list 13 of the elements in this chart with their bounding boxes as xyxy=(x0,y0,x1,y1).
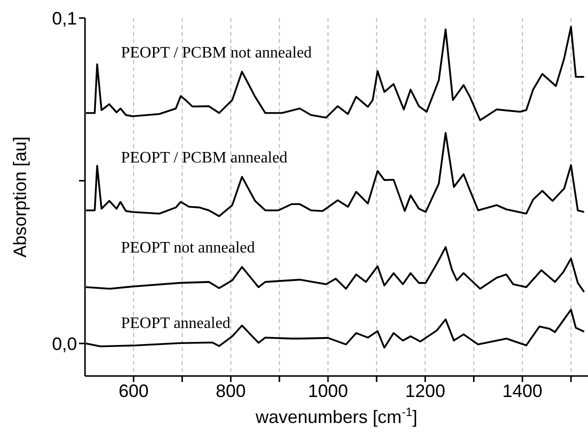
y-tick-label: 0,0 xyxy=(52,334,77,354)
x-tick-label: 1400 xyxy=(502,380,542,401)
series-label: PEOPT annealed xyxy=(120,315,230,332)
x-tick-label: 1200 xyxy=(405,380,446,401)
y-axis-title: Absorption [au] xyxy=(10,136,30,258)
x-axis-title: wavenumbers [cm$^{-1}$] xyxy=(254,405,418,427)
x-tick-label: 1000 xyxy=(308,380,348,401)
series-label: PEOPT not annealed xyxy=(120,240,255,257)
series-label: PEOPT / PCBM not annealed xyxy=(120,44,312,62)
series-label: PEOPT / PCBM annealed xyxy=(120,150,288,166)
x-tick-label: 600 xyxy=(118,380,149,401)
x-tick-label: 800 xyxy=(216,380,246,401)
y-tick-label: 0,1 xyxy=(52,8,77,28)
